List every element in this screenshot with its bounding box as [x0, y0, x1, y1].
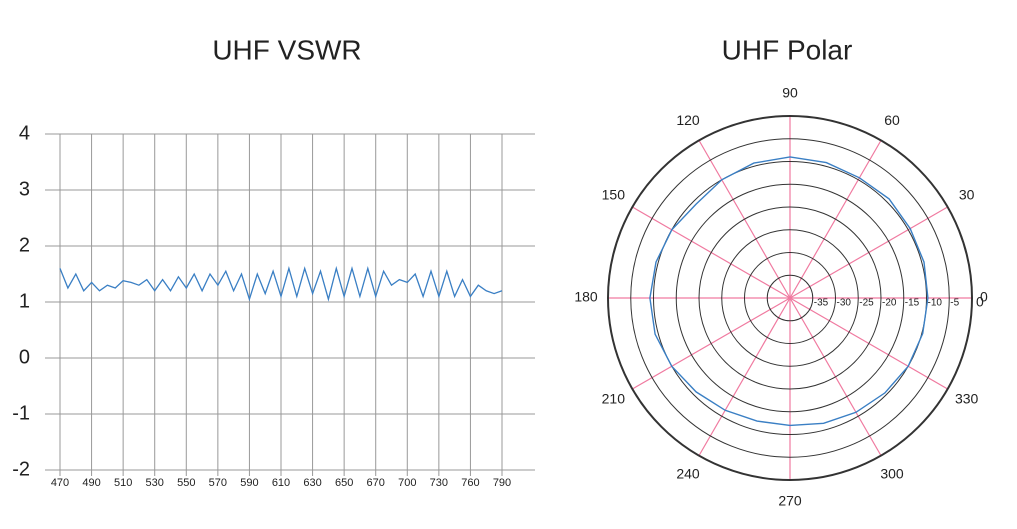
theta-tick-label: 270: [778, 493, 802, 509]
theta-tick-label: 210: [602, 391, 626, 407]
polar-pattern: [649, 156, 929, 427]
r-tick-label: -35: [814, 298, 829, 309]
ring: [653, 161, 927, 435]
ring: [675, 183, 905, 413]
theta-tick-label: 90: [782, 85, 798, 101]
ring: [630, 138, 950, 458]
y-tick-label: -2: [12, 458, 30, 480]
y-tick-label: 3: [19, 178, 30, 200]
r-tick-label: -20: [882, 298, 897, 309]
r-tick-label: -25: [859, 298, 874, 309]
x-tick-label: 790: [493, 477, 511, 489]
y-tick-label: 4: [19, 122, 30, 144]
x-tick-label: 470: [51, 477, 69, 489]
y-tick-label: 0: [19, 346, 30, 368]
x-tick-label: 610: [272, 477, 290, 489]
ring: [607, 115, 973, 481]
ring: [698, 206, 882, 390]
x-tick-label: 510: [114, 477, 132, 489]
x-tick-label: 590: [240, 477, 258, 489]
ring: [721, 229, 859, 367]
x-tick-label: 530: [146, 477, 164, 489]
theta-tick-label: 0: [980, 289, 988, 305]
x-tick-label: 670: [367, 477, 385, 489]
theta-tick-label: 240: [676, 465, 700, 481]
x-tick-label: 700: [398, 477, 416, 489]
ring: [744, 252, 836, 344]
x-tick-label: 570: [209, 477, 227, 489]
ring: [766, 274, 814, 322]
x-tick-label: 490: [82, 477, 100, 489]
x-tick-label: 760: [461, 477, 479, 489]
y-tick-label: 2: [19, 234, 30, 256]
y-tick-label: -1: [12, 402, 30, 424]
theta-tick-label: 330: [955, 391, 979, 407]
chart-title: UHF Polar: [722, 34, 853, 65]
theta-tick-label: 150: [602, 187, 626, 203]
x-tick-label: 550: [177, 477, 195, 489]
r-tick-label: 0: [976, 294, 984, 310]
x-tick-label: 650: [335, 477, 353, 489]
theta-tick-label: 30: [959, 187, 975, 203]
theta-tick-label: 60: [884, 112, 900, 128]
vswr-line: [59, 265, 503, 302]
r-tick-label: -5: [950, 298, 959, 309]
theta-tick-label: 300: [880, 465, 904, 481]
theta-tick-label: 180: [574, 289, 598, 305]
r-tick-label: -10: [928, 298, 943, 309]
y-tick-label: 1: [19, 290, 30, 312]
r-tick-label: -15: [905, 298, 920, 309]
theta-tick-label: 120: [676, 112, 700, 128]
x-tick-label: 630: [303, 477, 321, 489]
r-tick-label: -30: [837, 298, 852, 309]
chart-title: UHF VSWR: [212, 34, 361, 65]
x-tick-label: 730: [430, 477, 448, 489]
